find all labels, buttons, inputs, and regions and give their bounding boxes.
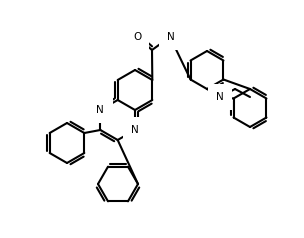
Text: N: N: [131, 125, 139, 135]
Text: O: O: [133, 32, 141, 42]
Text: H: H: [160, 25, 166, 35]
Text: N: N: [167, 32, 175, 42]
Text: N: N: [96, 105, 104, 115]
Text: N: N: [216, 92, 224, 102]
